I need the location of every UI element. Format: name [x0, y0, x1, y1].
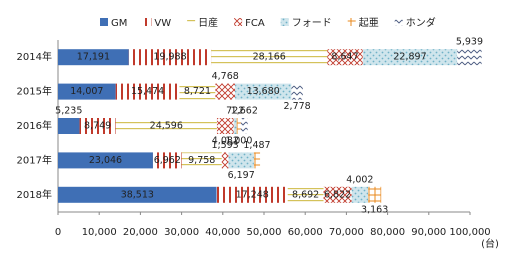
legend-swatch [100, 18, 108, 26]
legend-swatch [347, 18, 356, 26]
bar-segment [362, 49, 458, 66]
bar-segment [216, 118, 234, 134]
value-label: 722 [226, 106, 244, 117]
bar-segment [58, 152, 153, 169]
bar-segment [323, 186, 352, 203]
value-label: 4,002 [346, 174, 373, 185]
x-tick-label: 70,000 [329, 227, 364, 238]
value-label: 22,897 [393, 52, 426, 63]
x-tick-label: 40,000 [205, 227, 240, 238]
x-tick-label: 90,000 [411, 227, 446, 238]
bar-segment [179, 83, 216, 100]
legend-label: VW [154, 18, 171, 29]
value-label: 1,000 [225, 136, 252, 147]
bar-segment [58, 49, 129, 66]
value-label: 13,680 [247, 86, 280, 97]
value-label: 6,962 [154, 155, 181, 166]
legend-swatch [143, 18, 152, 26]
value-label: 23,046 [89, 155, 122, 166]
value-label: 2,778 [284, 101, 311, 112]
legend-swatch [394, 18, 403, 26]
bar-segment [181, 152, 222, 169]
value-label: 8,647 [331, 52, 358, 63]
bar-segment [253, 152, 261, 169]
value-label: 3,163 [361, 204, 388, 215]
legend-label: FCA [245, 18, 265, 29]
y-tick-label: 2015年 [17, 85, 52, 98]
value-label: 8,692 [292, 189, 319, 200]
y-tick-label: 2017年 [17, 153, 52, 166]
bar-segment [79, 118, 116, 134]
value-label: 15,474 [131, 86, 164, 97]
value-label: 38,513 [121, 189, 154, 200]
value-label: 28,166 [253, 52, 286, 63]
value-label: 8,749 [84, 121, 111, 132]
bar-segment [128, 49, 212, 66]
bar-segment [236, 118, 241, 134]
bar-segment [215, 83, 236, 100]
value-label: 24,596 [150, 121, 183, 132]
bar-segment [58, 186, 217, 203]
bar-segment [115, 118, 217, 134]
value-label: 5,235 [55, 106, 82, 117]
legend-label: GM [111, 18, 127, 29]
x-tick-label: 80,000 [370, 227, 405, 238]
value-label: 5,939 [456, 37, 483, 48]
value-label: 6,197 [228, 170, 255, 181]
value-label: 1,487 [243, 140, 270, 151]
y-tick-label: 2016年 [17, 119, 52, 132]
bar-segment [327, 49, 363, 66]
y-tick-label: 2014年 [17, 50, 52, 63]
legend-label: ホンダ [406, 16, 436, 29]
value-label: 17,191 [77, 52, 110, 63]
value-label: 14,007 [70, 86, 103, 97]
unit-label: (台) [481, 237, 499, 250]
bar-segment [351, 186, 369, 203]
bar-segment [368, 186, 382, 203]
x-tick-label: 0 [55, 227, 61, 238]
bar-segment [115, 83, 180, 100]
bar-segment [235, 83, 292, 100]
value-label: 9,758 [188, 155, 215, 166]
bar-segment [221, 152, 229, 169]
value-label: 1,662 [231, 106, 258, 117]
value-label: 8,721 [184, 86, 211, 97]
bar-segment [287, 186, 324, 203]
bar-segment [233, 118, 237, 134]
x-tick-label: 100,000 [449, 227, 490, 238]
bar-segment [216, 186, 288, 203]
bar-segment [291, 83, 303, 100]
legend-label: 日産 [198, 16, 218, 29]
bar-segment [58, 118, 80, 134]
bar-segment [58, 83, 116, 100]
value-label: 19,988 [153, 52, 186, 63]
bar-segment [240, 118, 248, 134]
legend-label: フォード [292, 18, 332, 29]
x-tick-label: 50,000 [247, 227, 282, 238]
value-label: 1,593 [212, 140, 239, 151]
legend-swatch [187, 18, 196, 26]
x-tick-label: 60,000 [288, 227, 323, 238]
legend-swatch [280, 18, 289, 26]
x-tick-label: 10,000 [82, 227, 117, 238]
legend-label: 起亜 [359, 17, 379, 29]
value-label: 4,768 [212, 71, 239, 82]
x-tick-label: 20,000 [123, 227, 158, 238]
bar-segment [211, 49, 328, 66]
y-tick-label: 2018年 [17, 188, 52, 201]
value-label: 6,822 [324, 189, 351, 200]
x-tick-label: 30,000 [164, 227, 199, 238]
bar-segment [228, 152, 254, 169]
bar-segment [457, 49, 482, 66]
legend-swatch [234, 18, 243, 26]
value-label: 4,082 [212, 136, 239, 147]
value-label: 17,248 [236, 189, 269, 200]
bar-segment [152, 152, 182, 169]
